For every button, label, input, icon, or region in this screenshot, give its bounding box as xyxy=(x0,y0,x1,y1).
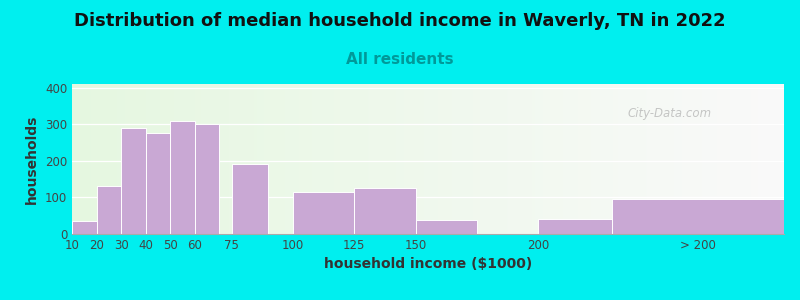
Bar xyxy=(170,121,194,234)
Bar xyxy=(72,221,97,234)
Y-axis label: households: households xyxy=(26,114,39,204)
Bar xyxy=(416,220,477,234)
Bar xyxy=(293,192,354,234)
Bar xyxy=(231,164,269,234)
Bar xyxy=(354,188,416,234)
Text: City-Data.com: City-Data.com xyxy=(627,107,711,121)
Text: All residents: All residents xyxy=(346,52,454,68)
Bar xyxy=(146,134,170,234)
Text: Distribution of median household income in Waverly, TN in 2022: Distribution of median household income … xyxy=(74,12,726,30)
Bar xyxy=(612,199,784,234)
Bar xyxy=(538,219,612,234)
Bar xyxy=(194,124,219,234)
Bar xyxy=(121,128,146,234)
X-axis label: household income ($1000): household income ($1000) xyxy=(324,257,532,272)
Bar xyxy=(97,186,121,234)
